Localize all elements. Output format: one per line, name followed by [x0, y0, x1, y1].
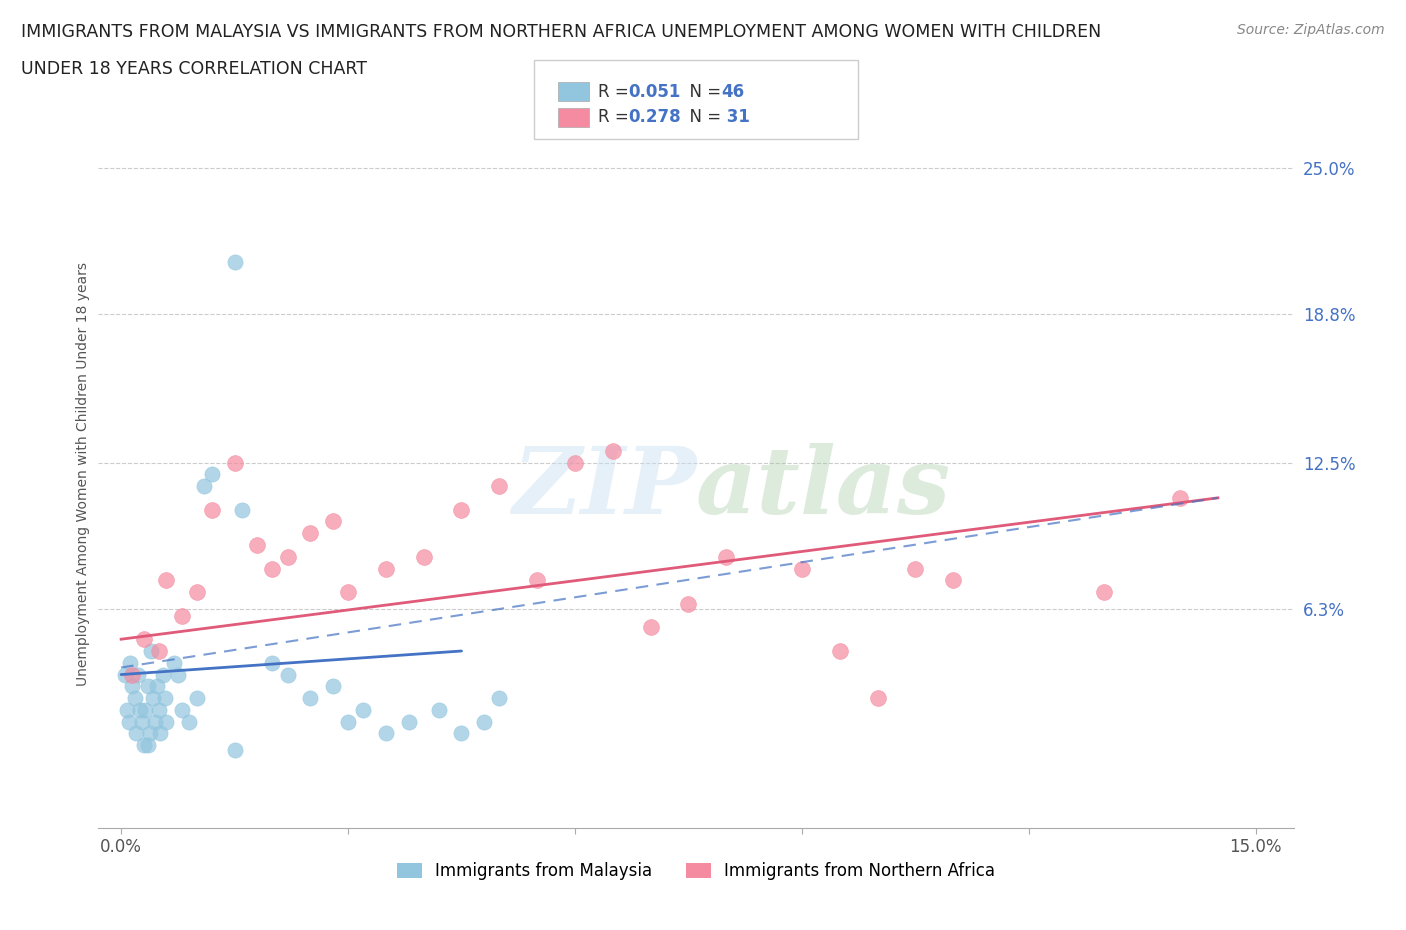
Point — [450, 726, 472, 741]
Point — [246, 538, 269, 552]
Point — [132, 737, 155, 752]
Point — [904, 561, 927, 576]
Point — [148, 644, 170, 658]
Point — [276, 550, 298, 565]
Point — [152, 667, 174, 682]
Point — [1168, 490, 1191, 505]
Point — [224, 455, 246, 470]
Text: 31: 31 — [721, 109, 751, 126]
Text: R =: R = — [598, 83, 634, 100]
Point — [352, 702, 374, 717]
Point — [201, 502, 224, 517]
Point — [942, 573, 965, 588]
Point — [262, 561, 284, 576]
Point — [153, 691, 176, 706]
Point — [120, 656, 142, 671]
Point — [1094, 585, 1116, 600]
Point — [131, 714, 153, 729]
Text: N =: N = — [679, 109, 727, 126]
Text: 46: 46 — [721, 83, 744, 100]
Point — [115, 702, 138, 717]
Point — [170, 608, 193, 623]
Text: 0.278: 0.278 — [628, 109, 681, 126]
Point — [121, 667, 143, 682]
Point — [224, 255, 246, 270]
Point — [134, 702, 156, 717]
Point — [179, 714, 201, 729]
Point — [398, 714, 420, 729]
Point — [124, 691, 146, 706]
Text: atlas: atlas — [696, 444, 952, 534]
Point — [129, 702, 152, 717]
Point — [678, 596, 700, 611]
Point — [374, 561, 396, 576]
Point — [139, 726, 162, 741]
Point — [146, 679, 169, 694]
Point — [450, 502, 472, 517]
Point — [132, 631, 155, 646]
Text: Source: ZipAtlas.com: Source: ZipAtlas.com — [1237, 23, 1385, 37]
Point — [155, 573, 177, 588]
Point — [866, 691, 889, 706]
Point — [149, 726, 172, 741]
Point — [716, 550, 738, 565]
Point — [472, 714, 495, 729]
Point — [125, 726, 148, 741]
Point — [427, 702, 450, 717]
Point — [231, 502, 253, 517]
Legend: Immigrants from Malaysia, Immigrants from Northern Africa: Immigrants from Malaysia, Immigrants fro… — [391, 856, 1001, 886]
Point — [640, 620, 662, 635]
Point — [337, 714, 360, 729]
Point — [602, 444, 624, 458]
Text: R =: R = — [598, 109, 634, 126]
Point — [143, 714, 166, 729]
Point — [322, 514, 344, 529]
Point — [488, 479, 510, 494]
Point — [193, 479, 215, 494]
Point — [374, 726, 396, 741]
Point — [526, 573, 548, 588]
Point — [163, 656, 186, 671]
Text: 0.051: 0.051 — [628, 83, 681, 100]
Point — [142, 691, 165, 706]
Point — [564, 455, 586, 470]
Point — [127, 667, 149, 682]
Point — [118, 714, 141, 729]
Point — [155, 714, 177, 729]
Point — [170, 702, 193, 717]
Point — [299, 525, 322, 540]
Point — [141, 644, 163, 658]
Point — [114, 667, 136, 682]
Point — [166, 667, 188, 682]
Point — [136, 679, 159, 694]
Point — [828, 644, 851, 658]
Point — [337, 585, 360, 600]
Point — [276, 667, 298, 682]
Point — [224, 742, 246, 757]
Text: N =: N = — [679, 83, 727, 100]
Text: IMMIGRANTS FROM MALAYSIA VS IMMIGRANTS FROM NORTHERN AFRICA UNEMPLOYMENT AMONG W: IMMIGRANTS FROM MALAYSIA VS IMMIGRANTS F… — [21, 23, 1101, 41]
Point — [322, 679, 344, 694]
Point — [790, 561, 813, 576]
Point — [201, 467, 224, 482]
Point — [136, 737, 159, 752]
Text: ZIP: ZIP — [512, 444, 696, 534]
Text: UNDER 18 YEARS CORRELATION CHART: UNDER 18 YEARS CORRELATION CHART — [21, 60, 367, 78]
Y-axis label: Unemployment Among Women with Children Under 18 years: Unemployment Among Women with Children U… — [76, 262, 90, 686]
Point — [488, 691, 510, 706]
Point — [262, 656, 284, 671]
Point — [186, 691, 208, 706]
Point — [412, 550, 434, 565]
Point — [186, 585, 208, 600]
Point — [148, 702, 170, 717]
Point — [299, 691, 322, 706]
Point — [121, 679, 143, 694]
